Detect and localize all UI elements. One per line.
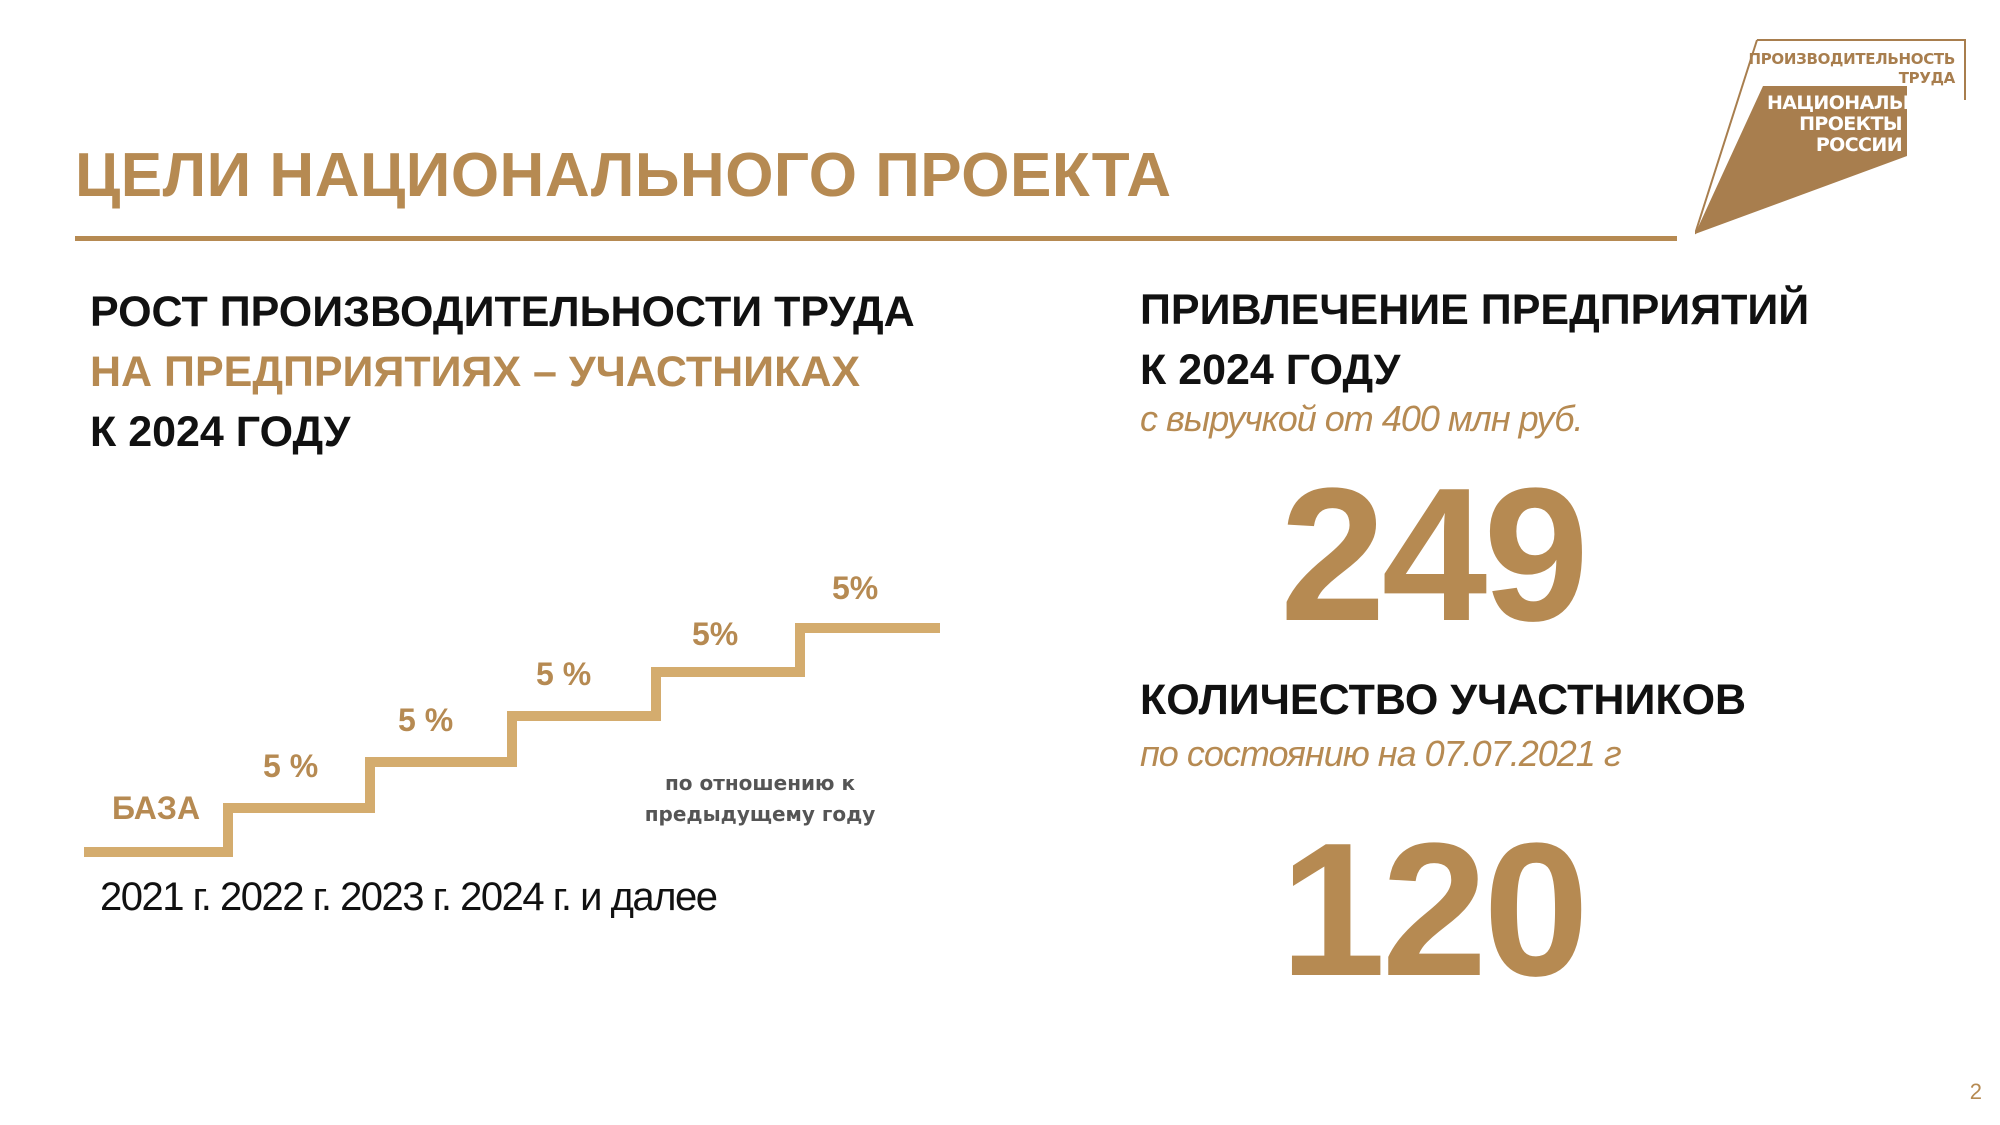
stairs-note: по отношению к предыдущему году (640, 768, 880, 830)
logo-main-line2: ПРОЕКТЫ (1799, 113, 1903, 135)
logo-top-line1: ПРОИЗВОДИТЕЛЬНОСТЬ (1748, 50, 1955, 68)
logo-main-line1: НАЦИОНАЛЬНЫЕ (1767, 92, 1950, 114)
stairs-note-line2: предыдущему году (644, 802, 876, 826)
productivity-heading-line2: НА ПРЕДПРИЯТИЯХ – УЧАСТНИКАХ (90, 348, 861, 396)
step-label-base: БАЗА (112, 790, 201, 826)
step-label-2022: 5 % (263, 748, 319, 784)
step-label-2024: 5 % (536, 656, 592, 692)
title-divider (75, 236, 1677, 241)
logo-main-line3: РОССИИ (1815, 134, 1903, 156)
page-number: 2 (1969, 1079, 1982, 1104)
national-projects-logo: ПРОИЗВОДИТЕЛЬНОСТЬ ТРУДА НАЦИОНАЛЬНЫЕ ПР… (1695, 38, 1975, 238)
logo-top-line2: ТРУДА (1898, 69, 1956, 87)
productivity-heading: РОСТ ПРОИЗВОДИТЕЛЬНОСТИ ТРУДА НА ПРЕДПРИ… (90, 282, 915, 462)
step-label-2023: 5 % (398, 702, 454, 738)
participants-subtitle: по состоянию на 07.07.2021 г (1140, 733, 1622, 774)
productivity-heading-line3: К 2024 ГОДУ (90, 408, 351, 456)
participants-count: 120 (1280, 804, 1589, 1016)
years-axis: 2021 г. 2022 г. 2023 г. 2024 г. и далее (100, 875, 718, 919)
enterprises-heading-line2: К 2024 ГОДУ (1140, 346, 1401, 394)
stairs-note-line1: по отношению к (664, 771, 856, 795)
participants-heading: КОЛИЧЕСТВО УЧАСТНИКОВ (1140, 676, 1747, 724)
logo-emblem-icon (1695, 39, 1966, 235)
step-label-2026: 5% (832, 570, 879, 606)
productivity-heading-line1: РОСТ ПРОИЗВОДИТЕЛЬНОСТИ ТРУДА (90, 288, 915, 336)
enterprises-subtitle: с выручкой от 400 млн руб. (1140, 398, 1584, 439)
page-title: ЦЕЛИ НАЦИОНАЛЬНОГО ПРОЕКТА (75, 141, 1172, 210)
enterprises-heading-line1: ПРИВЛЕЧЕНИЕ ПРЕДПРИЯТИЙ (1140, 286, 1810, 334)
step-label-2025: 5% (692, 616, 739, 652)
enterprises-count: 249 (1280, 449, 1589, 661)
